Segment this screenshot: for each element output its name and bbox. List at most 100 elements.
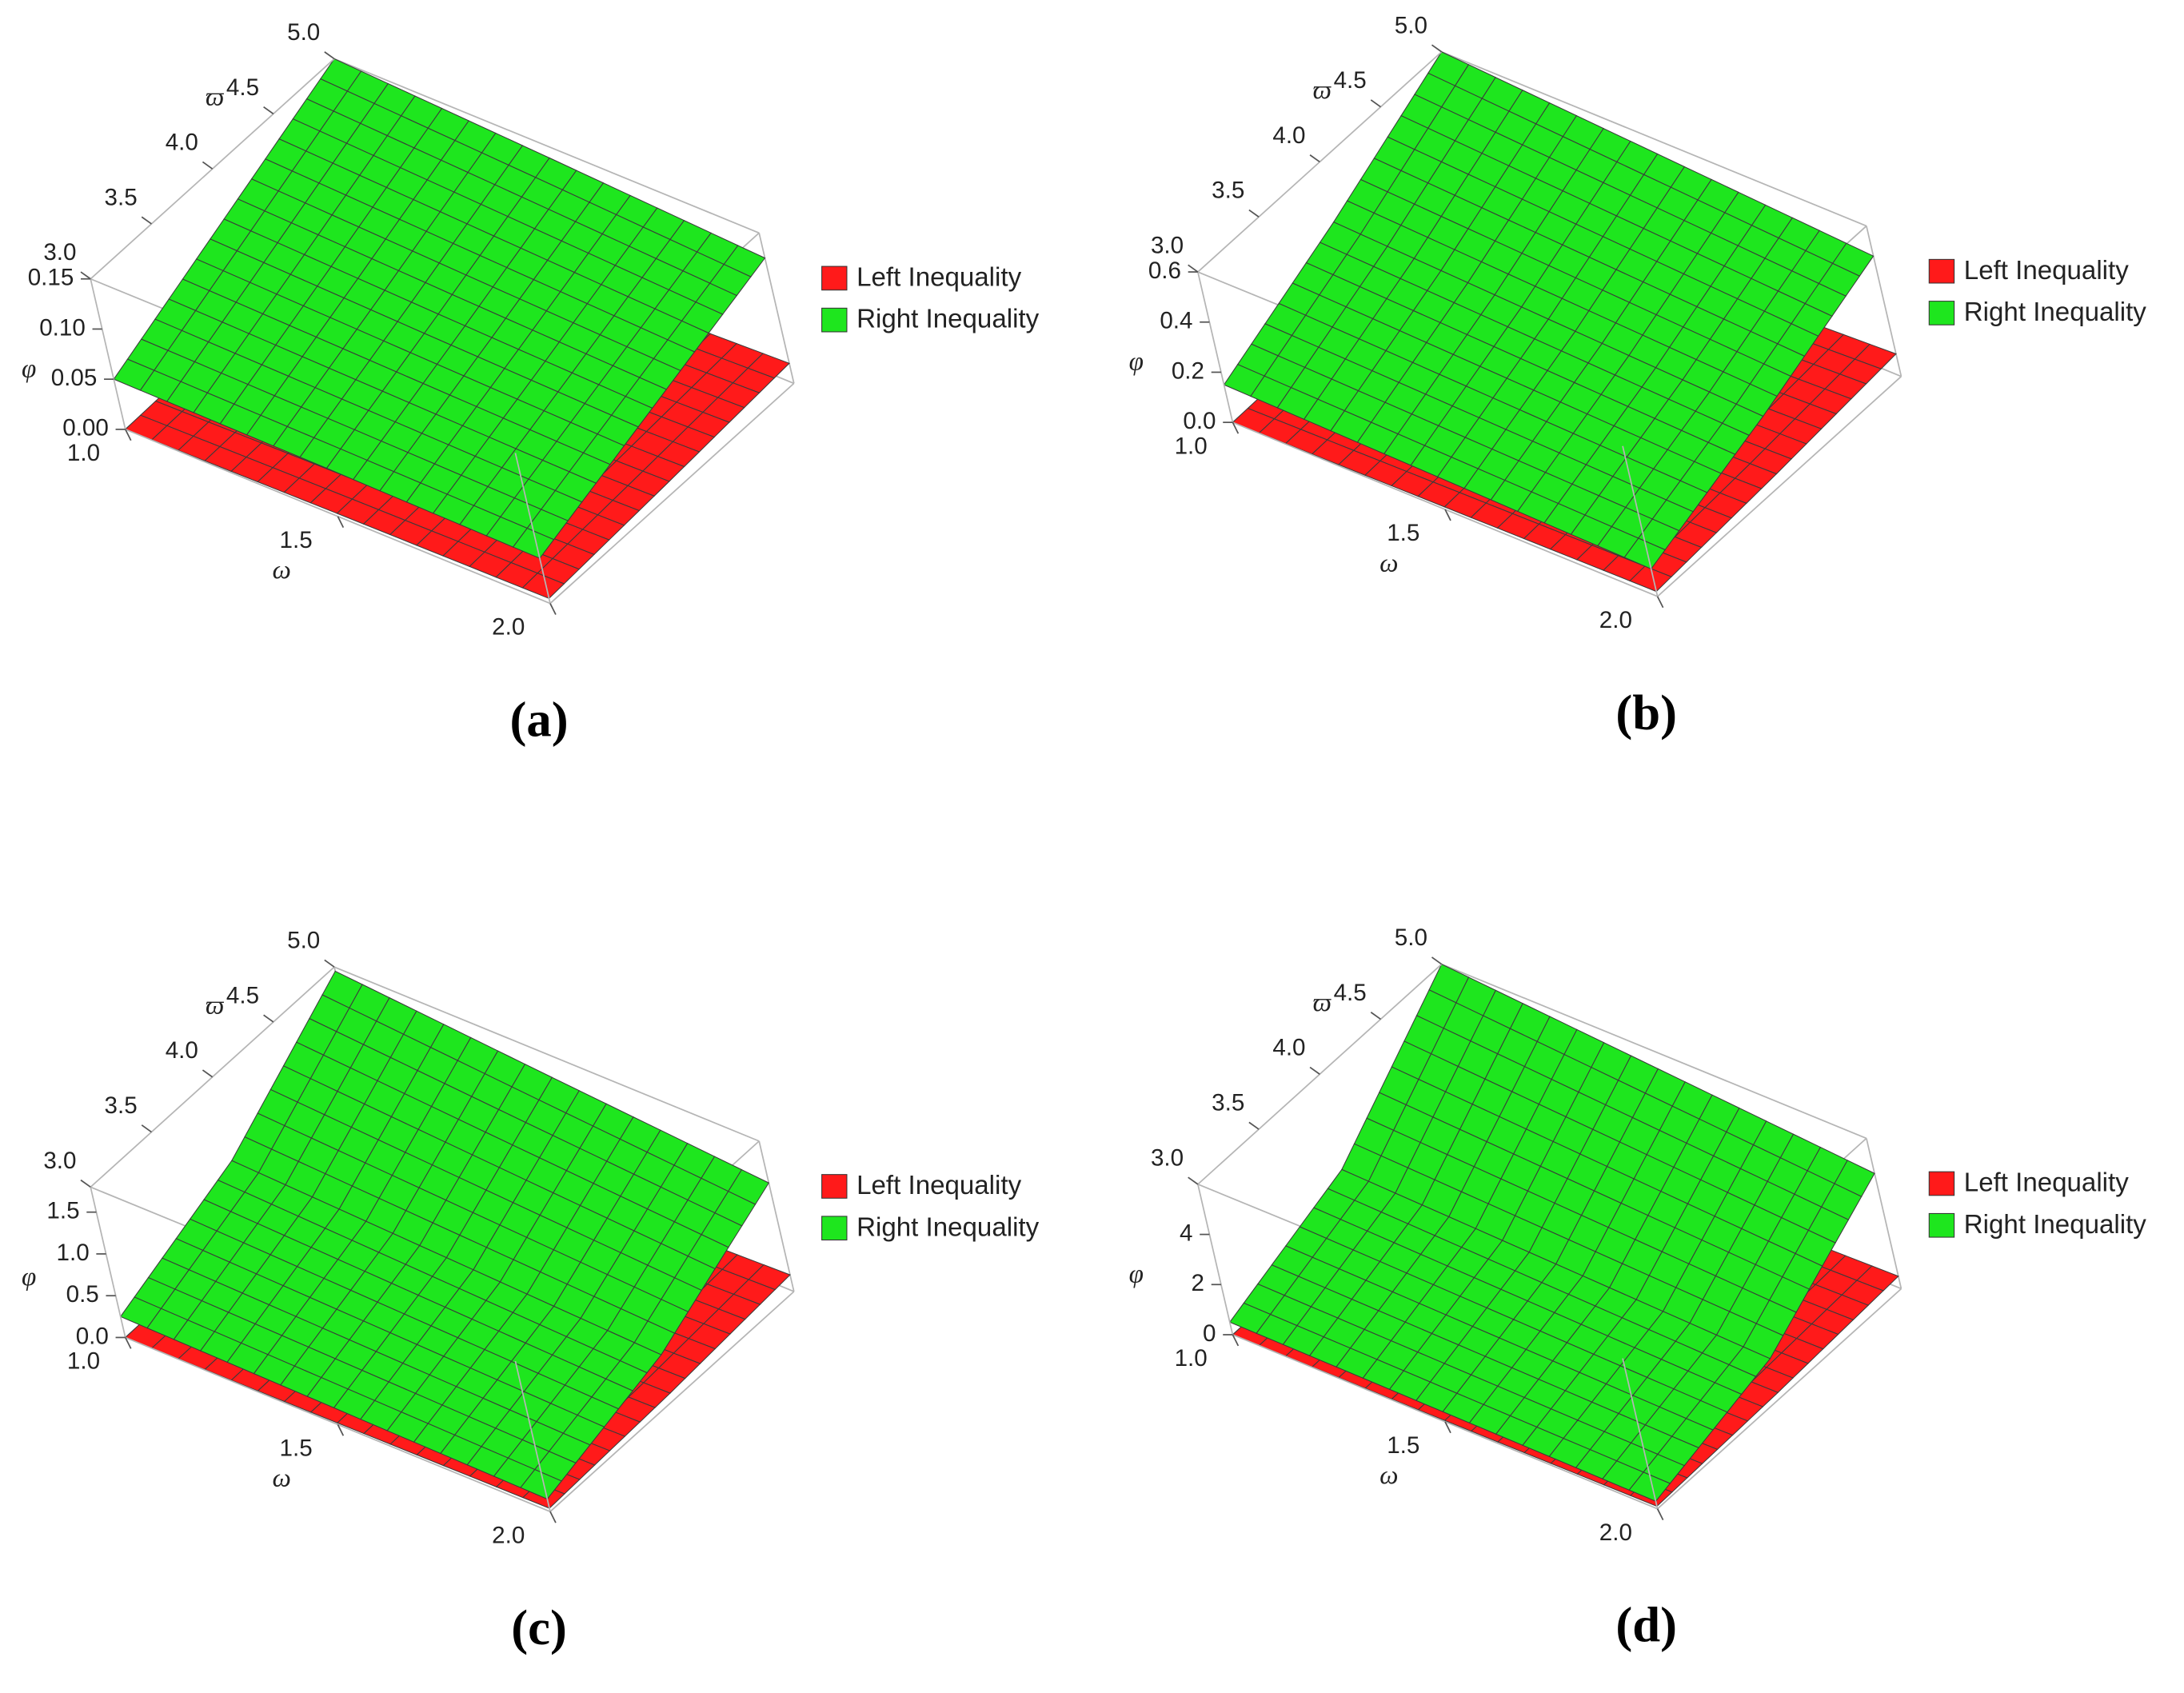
box-edge [1197, 271, 1234, 423]
surface-cell [512, 527, 555, 559]
y-tick [1248, 1121, 1260, 1130]
legend-swatch [1928, 1171, 1955, 1196]
box-edge [549, 1291, 795, 1512]
panel: 1.0 1.5 2.0 3.0 3.5 4.0 4.5 5.0 0.00 0.05 0.10 0.15… [22, 19, 1040, 747]
legend-swatch [821, 266, 848, 291]
box-edge [1197, 1184, 1234, 1336]
z-tick-label: 0.10 [39, 314, 86, 341]
x-axis-label: ω [273, 1464, 291, 1493]
y-tick-label: 3.5 [1212, 178, 1244, 204]
x-tick-label: 2.0 [492, 614, 525, 641]
x-tick [549, 603, 557, 615]
z-tick-label: 0.00 [62, 415, 109, 441]
z-tick-label: 0.6 [1148, 258, 1181, 284]
legend-swatch [821, 1174, 848, 1199]
x-tick [124, 1337, 132, 1349]
legend-label: Right Inequality [856, 1212, 1039, 1242]
x-tick [124, 429, 132, 441]
y-tick-label: 4.5 [1334, 67, 1367, 94]
panel: 1.0 1.5 2.0 3.0 3.5 4.0 4.5 5.0 0.0 0.2 0.4 0.6 ω ϖ φ L… [1129, 12, 2147, 740]
box-edge [333, 966, 760, 1142]
y-tick [1370, 99, 1381, 108]
box-edge [1657, 1288, 1903, 1510]
surface-cell [1628, 1471, 1671, 1502]
z-tick-label: 0.15 [28, 265, 74, 291]
y-tick [80, 271, 91, 280]
z-axis-label: φ [22, 1263, 36, 1292]
box-edge [1441, 51, 1867, 227]
y-tick [1431, 956, 1443, 965]
z-tick-label: 0.0 [76, 1323, 109, 1349]
x-tick [1656, 596, 1664, 609]
x-tick [1444, 509, 1451, 521]
box-edge [1622, 445, 1659, 597]
x-tick-label: 1.0 [67, 1348, 100, 1375]
y-tick [1188, 1176, 1199, 1185]
x-tick [1232, 1334, 1240, 1347]
panel-caption: (b) [1615, 685, 1677, 741]
x-tick [1444, 1421, 1451, 1434]
legend-label: Right Inequality [856, 305, 1039, 334]
z-tick-label: 0.5 [66, 1281, 99, 1308]
x-tick [337, 1423, 345, 1436]
y-tick-label: 4.5 [1334, 980, 1367, 1006]
z-tick-label: 1.0 [57, 1240, 90, 1266]
x-tick-label: 1.5 [280, 527, 313, 553]
y-tick-label: 4.0 [1272, 1035, 1305, 1061]
x-tick-label: 1.5 [280, 1435, 313, 1461]
z-tick-label: 0.4 [1160, 308, 1192, 334]
y-tick [324, 51, 335, 60]
panel: 1.0 1.5 2.0 3.0 3.5 4.0 4.5 5.0 0.0 0.5 1.0 1.5 ω ϖ φ L… [22, 928, 1040, 1655]
surface-cell [1629, 565, 1672, 593]
box-edge [1622, 1358, 1659, 1509]
legend-label: Right Inequality [1964, 1210, 2146, 1240]
z-tick-label: 2 [1192, 1270, 1204, 1296]
y-tick [263, 1014, 274, 1023]
y-tick-label: 3.0 [1151, 1144, 1184, 1171]
x-tick-label: 2.0 [492, 1522, 525, 1548]
box-edge [549, 382, 795, 605]
x-tick [1232, 421, 1240, 434]
y-tick [1188, 264, 1199, 273]
legend-swatch [1928, 1212, 1955, 1238]
y-tick-label: 5.0 [1395, 924, 1427, 951]
legend-label: Right Inequality [1964, 297, 2146, 327]
x-tick [1656, 1508, 1664, 1521]
y-tick-label: 4.5 [226, 74, 259, 101]
x-axis-label: ω [1379, 549, 1398, 577]
x-tick [549, 1511, 557, 1523]
legend-label: Left Inequality [1964, 1168, 2129, 1198]
box-edge [1232, 421, 1658, 597]
y-tick-label: 5.0 [287, 19, 320, 46]
z-tick-label: 4 [1180, 1220, 1192, 1246]
z-tick-label: 1.5 [46, 1198, 79, 1224]
y-tick-label: 3.0 [1151, 233, 1184, 259]
y-tick [324, 959, 335, 968]
y-tick-label: 3.5 [105, 1092, 138, 1119]
y-tick [80, 1179, 91, 1188]
y-tick-label: 3.5 [1212, 1090, 1244, 1116]
panel-caption: (a) [509, 691, 568, 747]
surface-cell [521, 573, 565, 599]
y-tick [1370, 1012, 1381, 1020]
panel-caption: (c) [511, 1599, 567, 1655]
x-axis-label: ω [273, 556, 291, 585]
y-axis-label: ϖ [1313, 988, 1332, 1017]
x-tick-label: 1.5 [1387, 520, 1419, 546]
legend-label: Left Inequality [1964, 256, 2129, 285]
y-tick-label: 4.0 [166, 130, 198, 156]
y-tick [141, 216, 152, 225]
y-tick-label: 5.0 [287, 928, 320, 954]
legend-swatch [1928, 301, 1955, 325]
box-edge [1441, 963, 1867, 1140]
x-tick-label: 1.0 [1175, 433, 1208, 459]
surface-cell [520, 1468, 562, 1500]
legend-swatch [821, 1216, 848, 1241]
y-tick [202, 161, 214, 170]
y-tick-label: 3.5 [105, 184, 138, 210]
x-tick-label: 2.0 [1599, 607, 1632, 633]
box-edge [514, 453, 551, 604]
x-axis-label: ω [1379, 1461, 1398, 1490]
